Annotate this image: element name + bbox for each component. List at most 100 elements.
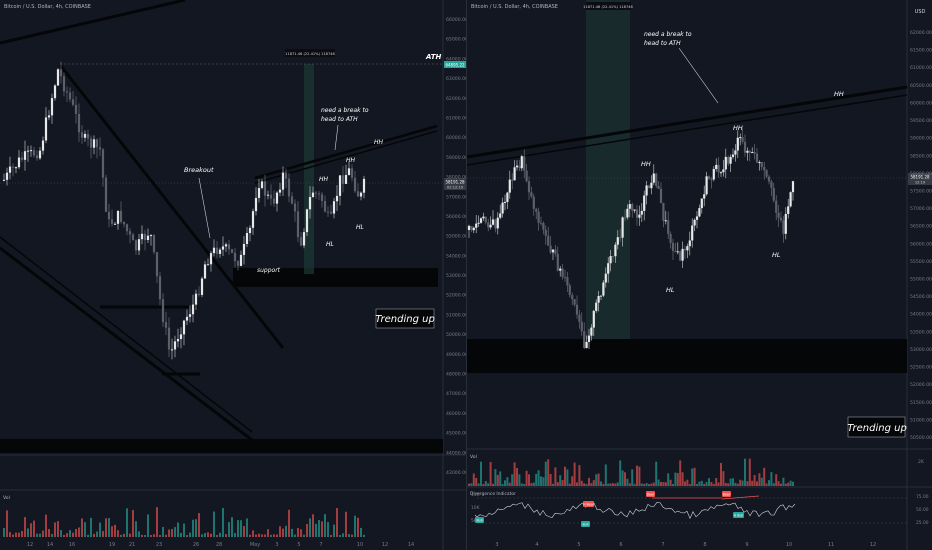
right-candle xyxy=(530,192,533,197)
left-lower-channel-line xyxy=(0,236,253,433)
right-volume-bar xyxy=(482,483,485,486)
right-candle xyxy=(590,327,593,336)
right-volume-bar xyxy=(636,465,638,486)
right-y-tick: 58500.00 xyxy=(910,153,932,159)
right-candle xyxy=(688,240,691,247)
right-volume-bar xyxy=(679,460,682,486)
right-volume-bar xyxy=(676,473,679,486)
right-x-tick: 3 xyxy=(495,542,498,548)
right-volume-bar xyxy=(477,483,480,486)
left-y-tick: 51000.00 xyxy=(446,312,466,318)
right-volume-bar xyxy=(638,466,641,486)
right-candle xyxy=(657,185,660,189)
right-chart-panel[interactable]: Bitcoin / U.S. Dollar, 4h, COINBASE 1187… xyxy=(466,0,932,550)
left-candle xyxy=(209,253,213,265)
left-candle xyxy=(107,211,111,220)
right-volume-bar xyxy=(715,478,718,486)
right-candle xyxy=(506,192,509,202)
right-candle xyxy=(489,224,492,228)
left-volume-bar xyxy=(90,517,92,537)
right-candle xyxy=(602,282,605,296)
left-candle xyxy=(272,198,276,204)
right-volume-bar xyxy=(732,478,734,486)
right-volume-bar xyxy=(549,473,552,486)
right-current-price-badge-text: 58191.28 xyxy=(910,175,930,180)
left-y-tick: 43000.00 xyxy=(446,470,466,476)
right-volume-bar xyxy=(468,483,470,486)
left-volume-bar xyxy=(69,530,71,537)
right-volume-bar xyxy=(708,478,710,486)
left-volume-bar xyxy=(312,514,314,537)
left-chart-svg[interactable]: 11871.46 (22.41%) 118746 ATH Breakout need … xyxy=(0,0,466,550)
left-candle xyxy=(125,224,129,232)
right-candle xyxy=(580,321,583,332)
right-volume-bar xyxy=(540,476,542,486)
left-candle xyxy=(236,261,240,266)
left-candle xyxy=(74,104,78,114)
left-candle xyxy=(116,210,120,224)
right-chart-svg[interactable]: 11871.46 (22.41%) 118746 need a break to h… xyxy=(467,0,932,550)
left-volume-bar xyxy=(330,534,332,537)
left-candle xyxy=(2,179,6,181)
right-candle xyxy=(559,268,562,271)
right-y-tick: 62000.00 xyxy=(910,30,932,36)
left-current-price-badge xyxy=(444,178,466,190)
right-volume-bar xyxy=(537,470,540,486)
right-candle xyxy=(727,156,730,164)
left-chart-panel[interactable]: Bitcoin / U.S. Dollar, 4h, COINBASE 1187… xyxy=(0,0,466,550)
right-volume-bar xyxy=(710,482,713,486)
right-volume-bar xyxy=(782,477,785,486)
right-candle xyxy=(631,204,634,211)
left-y-tick: 45000.00 xyxy=(446,431,466,437)
left-candle xyxy=(167,327,171,350)
right-y-tick: 50500.00 xyxy=(910,435,932,441)
right-current-price-badge xyxy=(908,173,932,185)
left-volume-bar xyxy=(219,532,221,537)
left-candle xyxy=(140,233,144,240)
right-y-tick: 54500.00 xyxy=(910,294,932,300)
right-volume-bar xyxy=(578,465,581,486)
right-candle xyxy=(784,213,787,234)
right-candle xyxy=(669,233,672,243)
left-candle xyxy=(68,92,72,100)
left-candle xyxy=(296,211,300,238)
right-x-tick: 10 xyxy=(786,542,792,548)
right-candle xyxy=(765,170,768,177)
right-osc-tick: 75.00 xyxy=(916,494,929,500)
right-volume-bar xyxy=(492,483,494,486)
left-volume-bar xyxy=(144,534,146,537)
right-candle xyxy=(655,173,658,186)
left-need-break-label-2: head to ATH xyxy=(321,116,358,123)
left-volume-bar xyxy=(294,534,296,537)
left-candle xyxy=(260,181,264,189)
left-candle xyxy=(65,91,69,93)
left-volume-bar xyxy=(42,530,44,537)
right-candle xyxy=(671,242,675,251)
left-volume-bar xyxy=(276,534,278,537)
right-uptrend-line xyxy=(467,85,908,159)
left-candle xyxy=(323,200,327,212)
right-volume-bar xyxy=(655,461,658,486)
left-candle xyxy=(86,133,90,139)
left-ath-price-badge-text: 64895.22 xyxy=(445,62,465,67)
right-candle xyxy=(734,150,737,155)
left-volume-bar xyxy=(360,527,362,537)
right-volume-bar xyxy=(511,474,514,486)
right-candle xyxy=(496,217,499,229)
left-candle xyxy=(230,249,234,253)
right-candle xyxy=(535,208,538,212)
left-downtrend-line xyxy=(58,64,285,349)
left-volume-bar xyxy=(345,511,347,537)
right-div-vol-tick: 10K xyxy=(471,505,480,511)
right-candle xyxy=(475,223,478,228)
right-volume-bar xyxy=(564,466,566,486)
right-x-tick: 8 xyxy=(703,542,706,548)
left-hl-label-2: HL xyxy=(326,241,334,248)
left-volume-bar xyxy=(9,532,11,537)
right-bear-div-line xyxy=(721,495,760,500)
right-candle xyxy=(715,164,718,170)
left-candle xyxy=(56,69,60,86)
left-measure-label: 11871.46 (22.41%) 118746 xyxy=(285,52,335,56)
right-volume-bar xyxy=(580,480,583,486)
right-volume-bar xyxy=(576,482,578,486)
